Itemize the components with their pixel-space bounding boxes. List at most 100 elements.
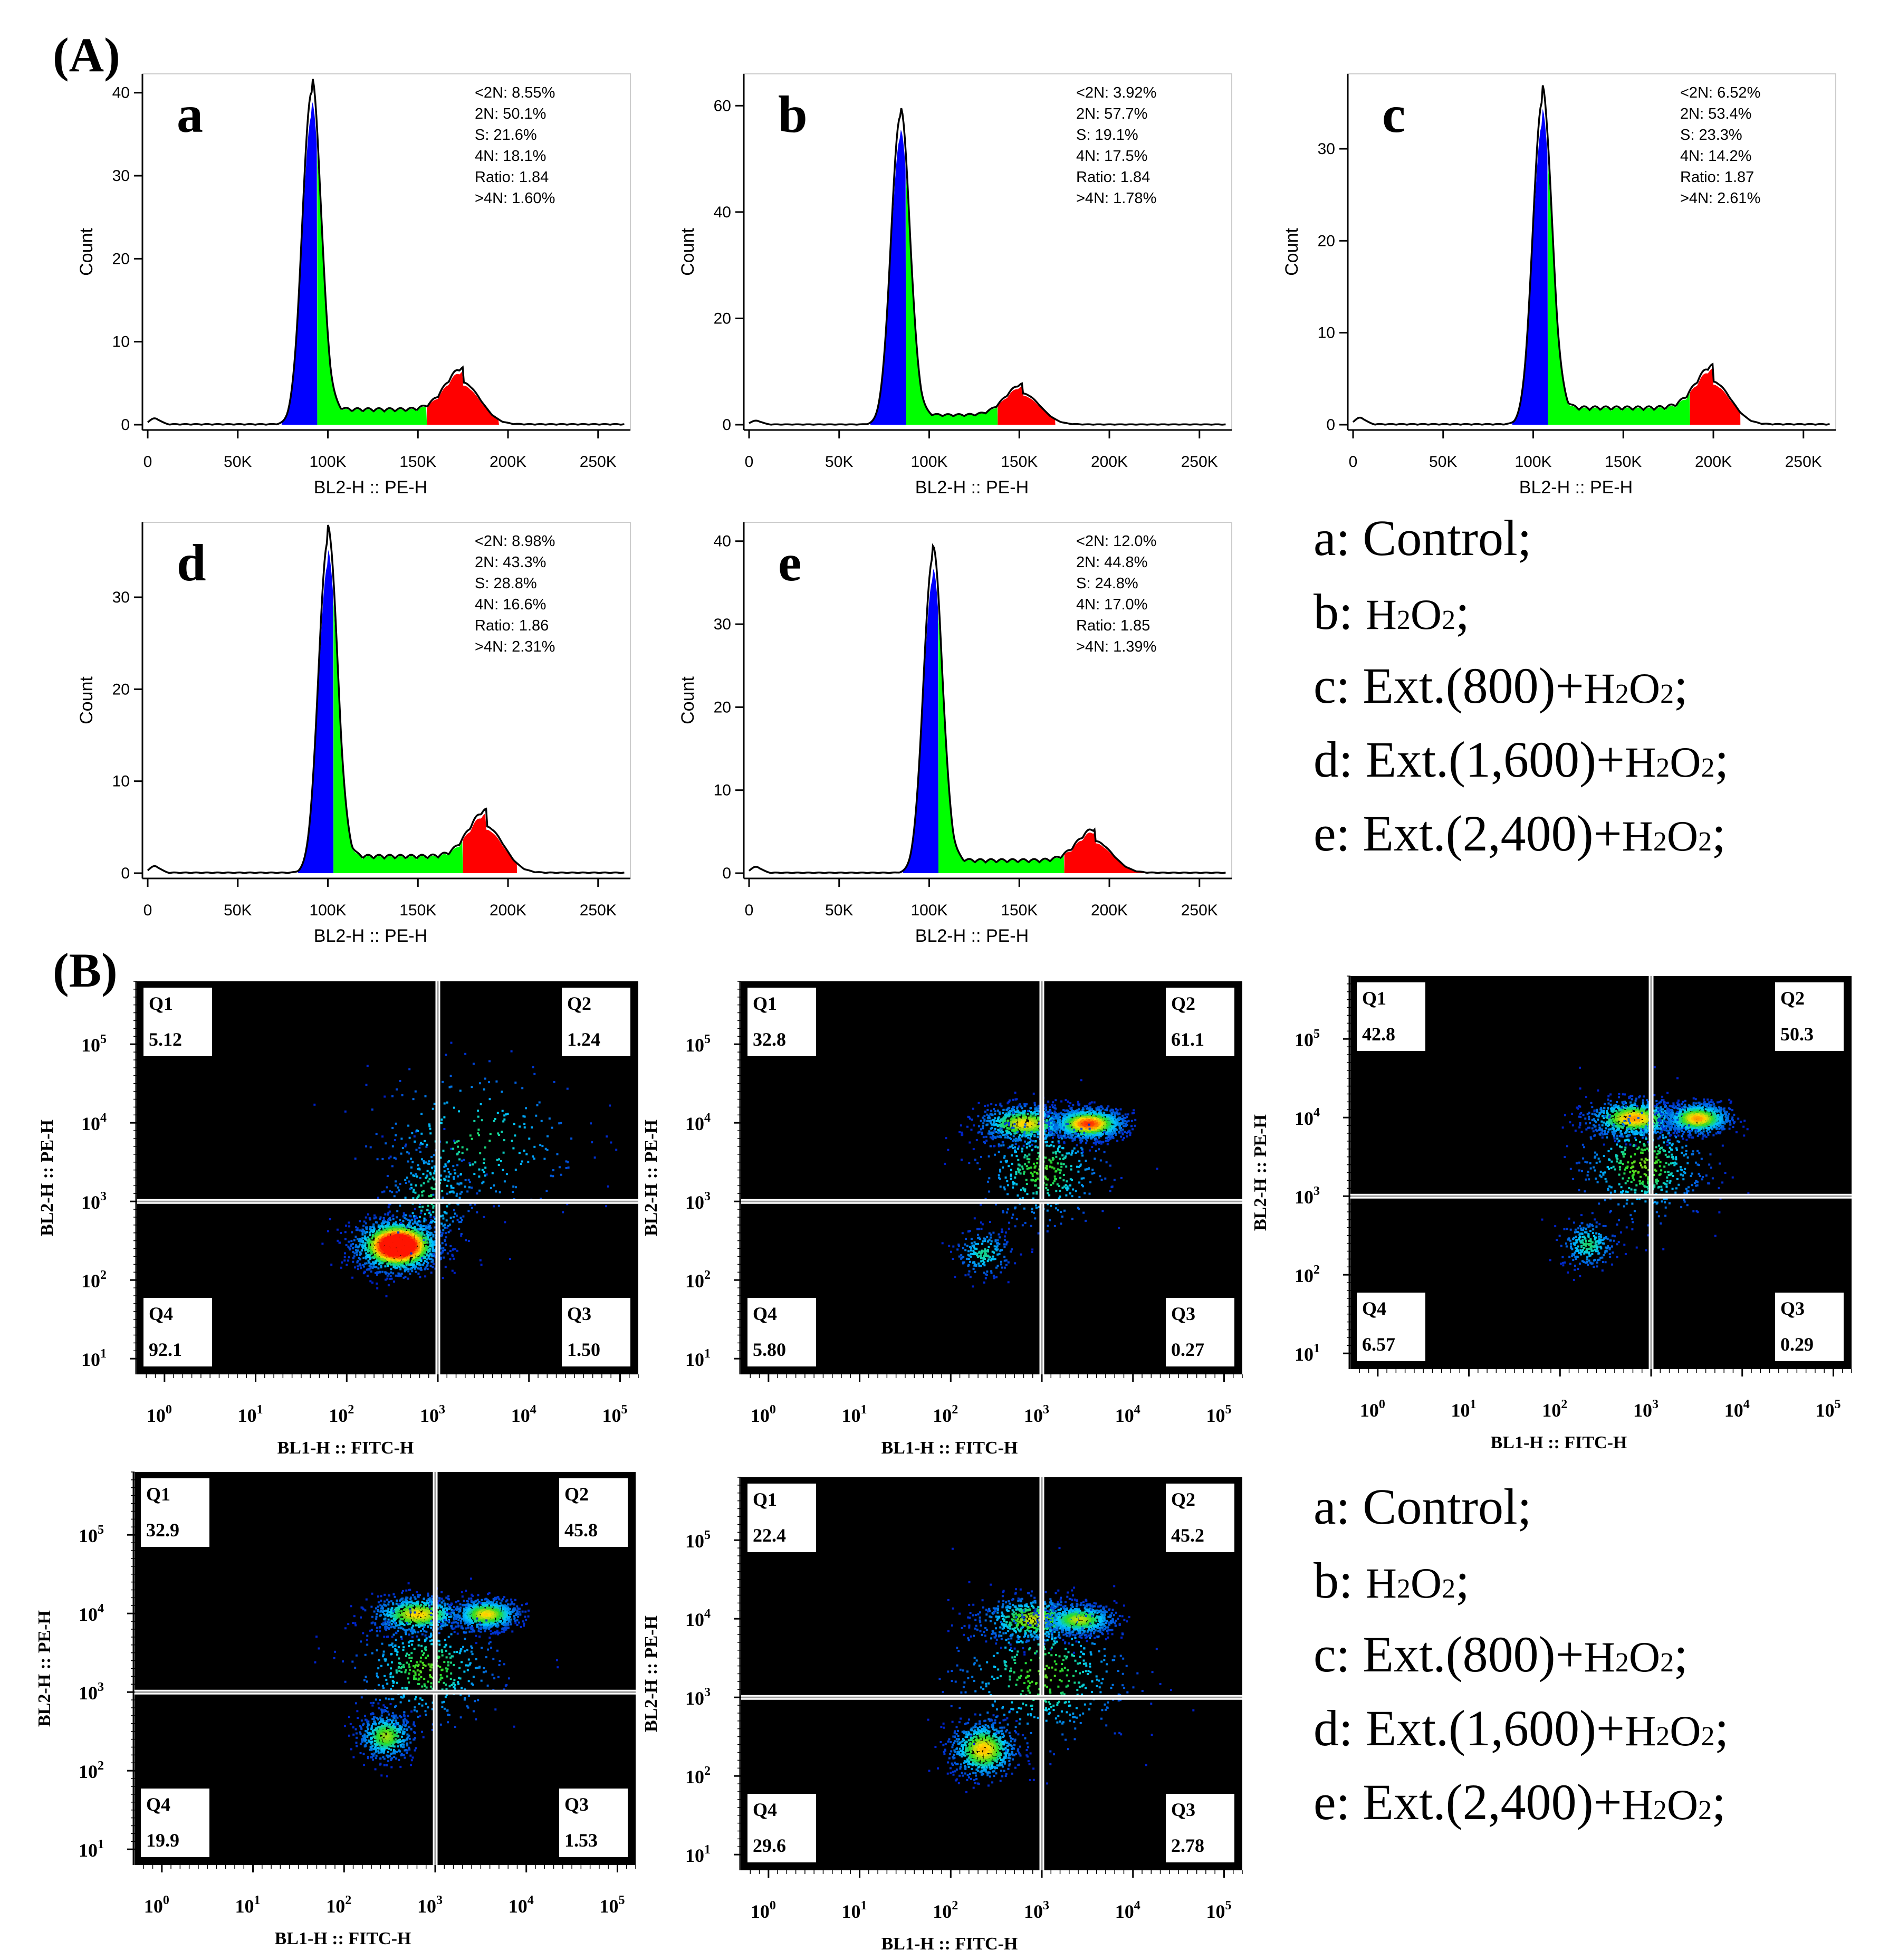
- x-tick-label: 150K: [1001, 453, 1038, 471]
- legend-key: d:: [1314, 1700, 1366, 1756]
- quadrant-name: Q1: [753, 1489, 777, 1510]
- x-tick-exponent: 1: [254, 1894, 261, 1907]
- cell-cycle-stat: Ratio: 1.85: [1076, 617, 1150, 634]
- x-tick-label: 100K: [1514, 453, 1551, 471]
- quadrant-percent: 32.9: [146, 1519, 179, 1541]
- quadrant-q1-label: Q1 32.9: [141, 1478, 209, 1547]
- y-tick-label: 10: [112, 333, 130, 351]
- y-tick-exponent: 5: [704, 1032, 711, 1046]
- y-tick-label: 0: [722, 865, 731, 882]
- s-phase-region-fill: [317, 152, 427, 425]
- cell-cycle-stat: S: 28.8%: [475, 575, 537, 592]
- y-tick-label: 20: [714, 699, 731, 716]
- legend-semicolon: ;: [1712, 805, 1726, 862]
- s-phase-region-fill: [938, 615, 1065, 873]
- cell-cycle-stat: S: 19.1%: [1076, 127, 1138, 144]
- y-tick-exponent: 3: [100, 1190, 107, 1203]
- cell-cycle-stat: 2N: 53.4%: [1680, 106, 1751, 122]
- quadrant-box: [1166, 988, 1234, 1056]
- y-tick-exponent: 4: [1314, 1106, 1320, 1120]
- histogram-curve: [147, 79, 625, 426]
- y-tick-label: 30: [112, 589, 130, 606]
- legend-treatment: Ext.(800)+: [1363, 1626, 1584, 1682]
- y-tick-label: 20: [112, 681, 130, 698]
- quadrant-q2-label: Q2 61.1: [1166, 988, 1234, 1056]
- y-tick-label: 0: [121, 416, 130, 434]
- x-tick-label: 100K: [309, 453, 346, 471]
- quadrant-q3-label: Q3 0.29: [1775, 1293, 1844, 1361]
- y-tick-exponent: 4: [100, 1111, 107, 1125]
- x-tick-label: 102: [1542, 1398, 1567, 1421]
- cell-cycle-stat: >4N: 1.60%: [475, 190, 555, 207]
- cell-cycle-stat: >4N: 1.78%: [1076, 190, 1156, 207]
- subpanel-letter: d: [177, 533, 206, 592]
- quadrant-percent: 5.12: [149, 1029, 182, 1050]
- x-tick-label: 150K: [1605, 453, 1642, 471]
- quadrant-q2-label: Q2 45.8: [559, 1478, 628, 1547]
- cell-cycle-stat: <2N: 8.98%: [475, 533, 555, 550]
- x-tick-exponent: 4: [528, 1894, 534, 1907]
- x-tick-label: 103: [1024, 1899, 1049, 1922]
- y-tick-label: 60: [714, 97, 731, 114]
- legend-formula-sub: 2: [1615, 679, 1629, 709]
- x-tick-label: 50K: [825, 902, 853, 919]
- cell-cycle-stat: S: 23.3%: [1680, 127, 1742, 144]
- x-tick-label: 0: [745, 902, 754, 919]
- dot-plot-panel-a: Q15.12Q21.24Q492.1Q31.50a101102103104105…: [37, 981, 639, 1458]
- y-tick-label: 10: [714, 782, 731, 799]
- x-tick-label: 0: [745, 453, 754, 471]
- subpanel-letter: e: [778, 533, 801, 592]
- subpanel-letter: e: [844, 1483, 867, 1542]
- legend-entry-e: e: Ext.(2,400)+H2O2;: [1314, 805, 1726, 862]
- legend-formula-h: H: [1366, 1559, 1397, 1607]
- quadrant-q3-label: Q3 2.78: [1166, 1794, 1234, 1862]
- legend-treatment: Ext.(800)+: [1363, 657, 1584, 714]
- event-dots: [927, 1547, 1195, 1793]
- quadrant-percent: 1.53: [564, 1830, 598, 1851]
- y-tick-exponent: 5: [704, 1528, 711, 1542]
- quadrant-q4-label: Q4 19.9: [141, 1789, 209, 1857]
- quadrant-percent: 45.8: [564, 1519, 598, 1541]
- quadrant-percent: 22.4: [753, 1525, 786, 1546]
- legend-formula-o: O: [1629, 664, 1660, 712]
- y-tick-label: 101: [79, 1838, 104, 1861]
- quadrant-percent: 61.1: [1171, 1029, 1204, 1050]
- quadrant-name: Q2: [1171, 1489, 1195, 1510]
- legend-entry-b: b: H2O2;: [1314, 584, 1470, 640]
- y-tick-exponent: 3: [704, 1686, 711, 1699]
- x-tick-label: 100K: [309, 902, 346, 919]
- y-tick-exponent: 4: [98, 1602, 104, 1615]
- quadrant-name: Q3: [1171, 1303, 1195, 1324]
- legend-semicolon: ;: [1455, 584, 1470, 640]
- g2m-region-fill: [463, 814, 517, 873]
- y-tick-label: 0: [722, 416, 731, 434]
- y-tick-label: 30: [714, 616, 731, 633]
- legend-formula-o: O: [1667, 1781, 1698, 1829]
- quadrant-percent: 45.2: [1171, 1525, 1204, 1546]
- x-tick-exponent: 1: [1470, 1398, 1477, 1411]
- panel-label-a-section: (A): [53, 28, 120, 82]
- cell-cycle-stat: 2N: 50.1%: [475, 106, 546, 122]
- y-tick-label: 20: [112, 250, 130, 267]
- legend-semicolon: ;: [1715, 731, 1729, 788]
- quadrant-box: [559, 1789, 628, 1857]
- g2m-region-fill: [1064, 832, 1146, 873]
- quadrant-percent: 6.57: [1362, 1334, 1395, 1355]
- y-axis-title: Count: [678, 228, 698, 276]
- quadrant-q3-label: Q3 0.27: [1166, 1298, 1234, 1366]
- cell-cycle-stat: 2N: 57.7%: [1076, 106, 1147, 122]
- x-tick-label: 100K: [910, 453, 947, 471]
- quadrant-percent: 32.8: [753, 1029, 786, 1050]
- legend-formula-o: O: [1411, 590, 1442, 638]
- cell-cycle-stat: <2N: 3.92%: [1076, 84, 1156, 101]
- y-tick-exponent: 1: [704, 1843, 711, 1857]
- legend-formula-h: H: [1625, 738, 1656, 786]
- quadrant-percent: 1.24: [567, 1029, 600, 1050]
- x-tick-label: 200K: [490, 902, 526, 919]
- x-axis-title: BL2-H :: PE-H: [314, 926, 427, 946]
- legend-entry-c: c: Ext.(800)+H2O2;: [1314, 1626, 1688, 1682]
- legend-key: c:: [1314, 1626, 1363, 1682]
- x-tick-label: 50K: [825, 453, 853, 471]
